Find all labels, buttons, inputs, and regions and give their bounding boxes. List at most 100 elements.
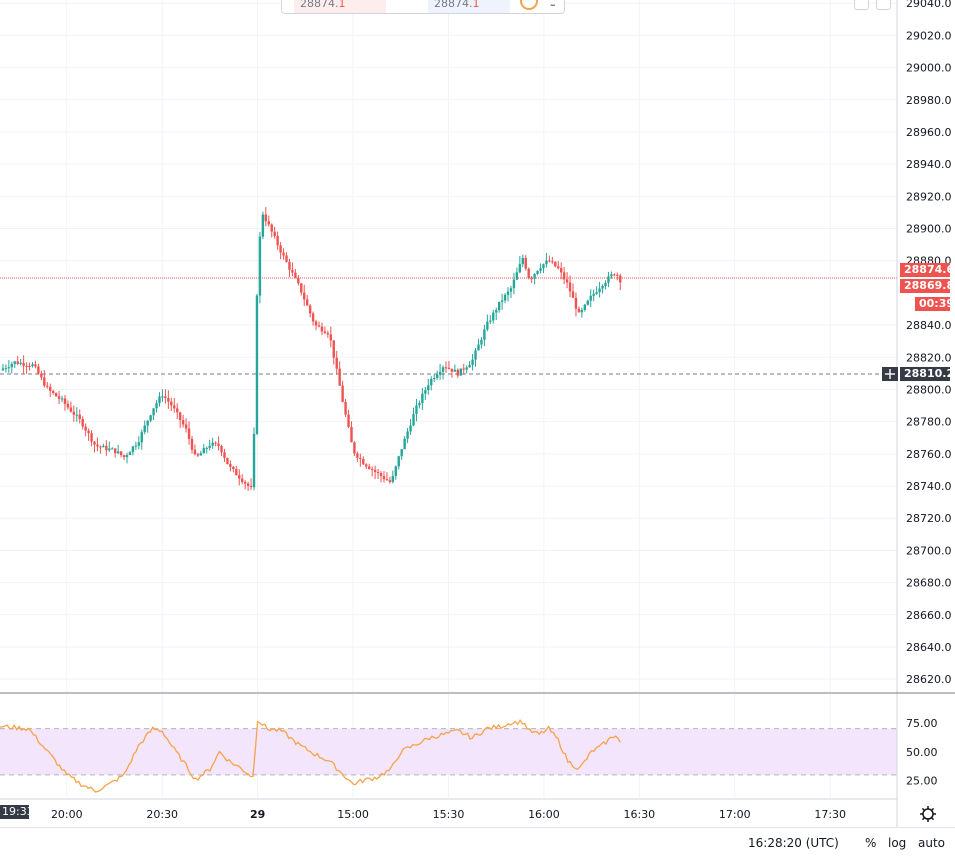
rsi-axis[interactable]: 75.00 50.00 25.00	[906, 717, 938, 788]
candle-body	[607, 276, 610, 283]
candle-body	[533, 274, 536, 279]
candle-body	[87, 430, 90, 434]
candle-body	[459, 368, 462, 376]
candle-body	[329, 334, 333, 341]
scroll-down-icon[interactable]	[854, 0, 869, 10]
candle-body	[155, 403, 158, 409]
candle-body	[137, 442, 141, 446]
log-scale-toggle[interactable]: log	[888, 836, 907, 850]
time-axis[interactable]: 20:00 20:30 29 15:00 15:30 16:00 16:30 17:00 17:…	[51, 808, 846, 821]
candle-body	[412, 413, 415, 426]
candle-body	[548, 260, 551, 262]
candle-body	[492, 312, 495, 321]
crosshair-plus-icon[interactable]	[882, 367, 898, 381]
time-tick-label: 15:00	[337, 808, 369, 821]
candle-body	[60, 398, 64, 400]
candle-body	[432, 378, 436, 380]
candlestick-series	[1, 207, 622, 491]
price-tick-label: 28800.0	[906, 383, 952, 396]
candle-body	[418, 402, 421, 406]
candle-body	[181, 420, 185, 425]
candle-body	[370, 468, 374, 470]
candle-body	[559, 268, 563, 273]
candle-body	[515, 272, 519, 280]
candle-body	[456, 369, 460, 376]
rsi-line	[0, 718, 621, 793]
utc-clock[interactable]: 16:28:20 (UTC)	[748, 836, 839, 850]
time-tick-label: 17:00	[719, 808, 751, 821]
candle-body	[557, 266, 560, 269]
candle-body	[359, 457, 362, 460]
auto-scale-toggle[interactable]: auto	[918, 836, 946, 850]
candle-body	[51, 390, 55, 394]
candle-body	[54, 393, 58, 397]
candle-body	[93, 441, 96, 445]
candle-body	[365, 464, 368, 467]
price-tick-label: 28960.0	[906, 126, 952, 139]
maximize-icon[interactable]	[876, 0, 891, 10]
candle-body	[184, 424, 188, 429]
candle-body	[403, 438, 406, 450]
candle-body	[571, 291, 575, 298]
time-axis-settings-gear-icon[interactable]	[920, 806, 936, 822]
candle-body	[565, 279, 569, 283]
rsi-indicator	[0, 718, 897, 793]
candle-body	[554, 261, 557, 267]
candle-body	[178, 412, 182, 421]
candle-body	[391, 476, 395, 482]
candle-body	[211, 442, 214, 446]
candle-body	[226, 457, 229, 465]
candle-body	[524, 257, 527, 269]
candle-body	[350, 426, 353, 443]
candle-body	[601, 286, 604, 289]
candle-body	[78, 414, 81, 419]
candle-body	[13, 361, 16, 364]
time-tick-label: 17:30	[814, 808, 846, 821]
candle-body	[285, 255, 288, 262]
candle-body	[294, 272, 297, 278]
candle-body	[128, 452, 132, 456]
candle-body	[509, 288, 513, 292]
candle-body	[173, 405, 176, 409]
candle-body	[474, 350, 477, 360]
candle-body	[4, 368, 8, 370]
candle-body	[341, 385, 344, 402]
rsi-band	[0, 728, 897, 775]
candle-body	[99, 446, 102, 448]
candle-body	[7, 367, 11, 369]
candle-body	[586, 300, 589, 305]
candle-body	[536, 270, 539, 275]
candle-body	[270, 224, 273, 232]
candle-body	[199, 453, 203, 456]
candle-body	[500, 300, 504, 302]
candle-body	[43, 377, 46, 386]
candle-body	[317, 325, 321, 327]
buy-button[interactable]: 28874.1	[428, 0, 510, 13]
candle-body	[568, 282, 572, 292]
sell-price-main: 28874.	[300, 0, 339, 10]
candle-body	[249, 485, 253, 488]
quantity-control[interactable]: –	[550, 0, 556, 11]
candle-body	[119, 451, 123, 456]
candle-body	[282, 252, 285, 256]
candle-body	[193, 449, 197, 455]
candle-body	[246, 483, 250, 486]
candle-body	[167, 398, 170, 402]
time-tick-label: 20:30	[146, 808, 178, 821]
candle-body	[385, 479, 389, 481]
candle-body	[229, 464, 232, 467]
candle-body	[518, 264, 522, 273]
alert-clock-icon[interactable]	[520, 0, 538, 10]
candle-body	[196, 454, 200, 456]
bar-countdown-label: 00:39	[915, 297, 954, 311]
percent-scale-toggle[interactable]: %	[865, 836, 877, 850]
candle-body	[353, 442, 356, 454]
candle-body	[409, 425, 412, 432]
candle-body	[205, 447, 208, 449]
crosshair-price-label: 28810.2	[900, 367, 954, 381]
time-tick-label: 15:30	[433, 808, 465, 821]
sell-button[interactable]: 28874.1	[294, 0, 386, 13]
price-axis[interactable]: 29040.0 29020.0 29000.0 28980.0 28960.0 28940…	[906, 0, 952, 686]
candle-body	[255, 295, 259, 434]
